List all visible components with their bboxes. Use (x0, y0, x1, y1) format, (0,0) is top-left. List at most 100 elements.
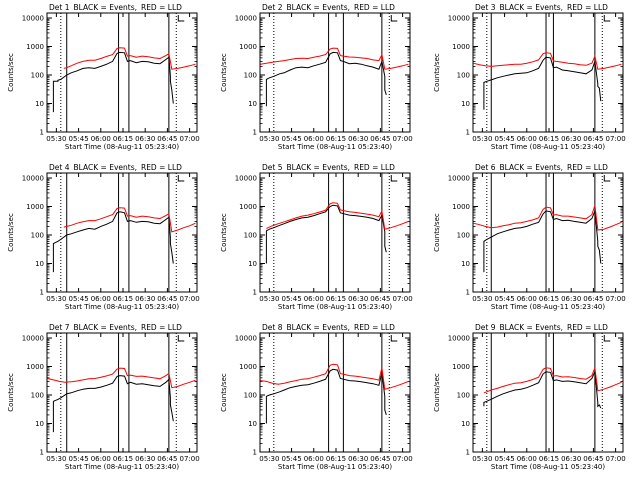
y-tick-label: 1 (40, 129, 44, 137)
x-tick-label: 05:45 (68, 135, 88, 143)
x-tick-label: 06:30 (135, 295, 155, 303)
events-series-line (265, 204, 387, 264)
x-tick-label: 05:45 (281, 295, 301, 303)
y-tick-label: 100 (244, 392, 257, 400)
y-tick-label: 1000 (452, 43, 470, 51)
x-tick-label: 06:45 (583, 135, 603, 143)
x-axis-label: Start Time (08-Aug-11 05:23:40) (278, 463, 392, 471)
y-tick-label: 1000 (452, 363, 470, 371)
y-tick-label: 10 (248, 260, 257, 268)
x-tick-label: 06:45 (583, 455, 603, 463)
x-tick-label: 05:30 (259, 455, 279, 463)
panel-title: Det 5 BLACK = Events, RED = LLD (262, 163, 395, 172)
events-series-line (265, 368, 387, 424)
panel-title: Det 1 BLACK = Events, RED = LLD (49, 3, 182, 12)
panel-title: Det 6 BLACK = Events, RED = LLD (475, 163, 608, 172)
bracket-marker (390, 175, 398, 182)
events-series-line (483, 56, 602, 110)
title-detector: Det 4 (49, 163, 70, 172)
lld-series-line (483, 367, 622, 394)
panel-title: Det 4 BLACK = Events, RED = LLD (49, 163, 182, 172)
title-events-key: BLACK = Events, (500, 3, 563, 12)
y-tick-label: 100 (457, 72, 470, 80)
x-axis-label: Start Time (08-Aug-11 05:23:40) (278, 303, 392, 311)
lld-series-line (473, 52, 622, 70)
bracket-marker (603, 15, 611, 22)
plot-frame (472, 12, 624, 133)
panel-title: Det 9 BLACK = Events, RED = LLD (475, 323, 608, 332)
detector-panel: Det 6 BLACK = Events, RED = LLD 1 10 100 1000 1… (433, 163, 626, 311)
title-events-key: BLACK = Events, (287, 3, 350, 12)
y-tick-label: 1 (466, 449, 470, 457)
bracket-marker (390, 335, 398, 342)
y-tick-label: 1000 (26, 203, 44, 211)
y-tick-label: 1000 (239, 363, 257, 371)
x-tick-label: 05:45 (494, 135, 514, 143)
title-events-key: BLACK = Events, (74, 163, 137, 172)
y-tick-label: 1 (253, 289, 257, 297)
x-tick-label: 05:30 (46, 455, 66, 463)
y-tick-label: 10 (461, 100, 470, 108)
y-axis-label: Counts/sec (7, 53, 15, 92)
panel-title: Det 3 BLACK = Events, RED = LLD (475, 3, 608, 12)
lld-series-line (63, 207, 196, 233)
x-axis-label: Start Time (08-Aug-11 05:23:40) (65, 143, 179, 151)
lld-series-line (266, 202, 409, 230)
x-tick-label: 06:15 (113, 135, 133, 143)
x-axis-label: Start Time (08-Aug-11 05:23:40) (278, 143, 392, 151)
y-tick-label: 10000 (22, 175, 44, 183)
y-tick-label: 1 (253, 129, 257, 137)
x-tick-label: 06:15 (539, 135, 559, 143)
lld-series-line (47, 367, 196, 389)
x-tick-label: 06:45 (583, 295, 603, 303)
y-tick-label: 1000 (239, 43, 257, 51)
x-tick-label: 07:00 (393, 295, 413, 303)
lld-series-line (473, 205, 622, 231)
x-tick-label: 06:00 (304, 455, 324, 463)
x-tick-label: 05:30 (472, 295, 492, 303)
x-tick-label: 05:45 (281, 455, 301, 463)
detector-panel: Det 2 BLACK = Events, RED = LLD 1 10 100 1000 1… (220, 3, 413, 151)
x-tick-label: 06:30 (135, 455, 155, 463)
y-tick-label: 1 (40, 289, 44, 297)
y-tick-label: 1000 (239, 203, 257, 211)
y-tick-label: 1 (40, 449, 44, 457)
bracket-marker (177, 335, 185, 342)
x-tick-label: 06:45 (370, 135, 390, 143)
bracket-marker (603, 335, 611, 342)
x-tick-label: 07:00 (606, 455, 626, 463)
y-tick-label: 1000 (452, 203, 470, 211)
title-lld-key: RED = LLD (141, 3, 182, 12)
y-tick-label: 10000 (448, 175, 470, 183)
plot-frame (46, 172, 198, 293)
x-tick-label: 06:45 (157, 455, 177, 463)
title-detector: Det 2 (262, 3, 283, 12)
x-tick-label: 06:15 (326, 455, 346, 463)
x-axis-label: Start Time (08-Aug-11 05:23:40) (65, 463, 179, 471)
x-tick-label: 06:15 (326, 135, 346, 143)
y-tick-label: 1 (466, 129, 470, 137)
x-axis-label: Start Time (08-Aug-11 05:23:40) (491, 303, 605, 311)
bracket-marker (603, 175, 611, 182)
x-tick-label: 06:00 (517, 455, 537, 463)
lld-series-line (260, 363, 409, 390)
title-events-key: BLACK = Events, (74, 3, 137, 12)
events-series-line (52, 375, 174, 433)
title-detector: Det 6 (475, 163, 496, 172)
x-tick-label: 07:00 (180, 295, 200, 303)
x-tick-label: 06:15 (113, 295, 133, 303)
y-tick-label: 10000 (235, 175, 257, 183)
y-tick-label: 100 (244, 72, 257, 80)
events-series-line (52, 211, 174, 273)
y-tick-label: 10000 (448, 15, 470, 23)
y-axis-label: Counts/sec (433, 213, 441, 252)
title-lld-key: RED = LLD (141, 163, 182, 172)
title-detector: Det 5 (262, 163, 283, 172)
y-tick-label: 10 (461, 260, 470, 268)
x-tick-label: 05:45 (68, 455, 88, 463)
detector-panel: Det 3 BLACK = Events, RED = LLD 1 10 100 1000 1… (433, 3, 626, 151)
x-tick-label: 07:00 (180, 135, 200, 143)
x-axis-label: Start Time (08-Aug-11 05:23:40) (65, 303, 179, 311)
y-axis-label: Counts/sec (220, 213, 228, 252)
